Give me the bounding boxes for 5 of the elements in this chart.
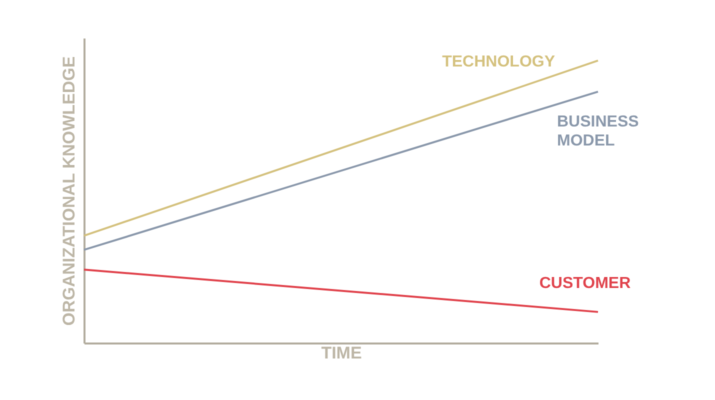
series-label: BUSINESS MODEL [557,114,640,150]
series-label: CUSTOMER [539,274,632,292]
x-axis-title: TIME [321,344,362,362]
y-axis-title: ORGANIZATIONAL KNOWLEDGE [60,56,78,326]
series-label: TECHNOLOGY [442,54,556,71]
